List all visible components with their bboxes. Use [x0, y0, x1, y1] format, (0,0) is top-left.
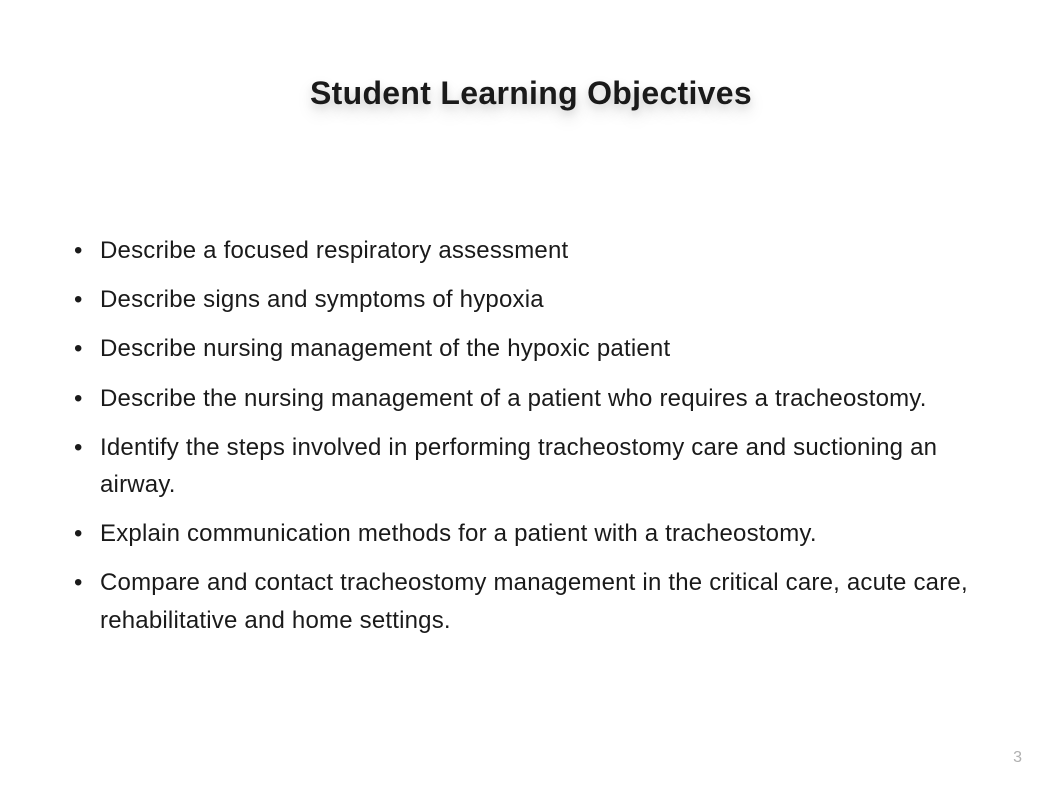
slide-title: Student Learning Objectives: [70, 75, 992, 112]
list-item: Describe signs and symptoms of hypoxia: [70, 281, 992, 318]
slide-container: Student Learning Objectives Describe a f…: [0, 0, 1062, 797]
list-item: Describe the nursing management of a pat…: [70, 380, 992, 417]
list-item: Describe a focused respiratory assessmen…: [70, 232, 992, 269]
list-item: Describe nursing management of the hypox…: [70, 330, 992, 367]
objectives-list: Describe a focused respiratory assessmen…: [70, 232, 992, 639]
list-item: Explain communication methods for a pati…: [70, 515, 992, 552]
list-item: Compare and contact tracheostomy managem…: [70, 564, 992, 638]
list-item: Identify the steps involved in performin…: [70, 429, 992, 503]
page-number: 3: [1013, 749, 1022, 767]
